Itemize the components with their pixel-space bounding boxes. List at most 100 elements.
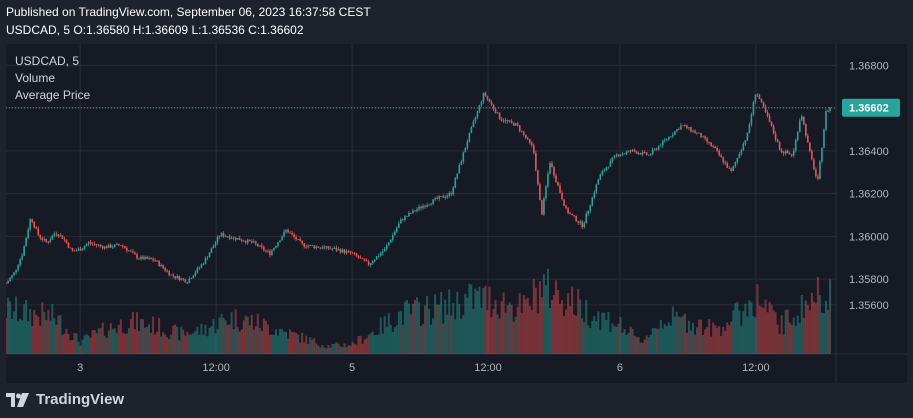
candle-body (623, 153, 626, 155)
volume-bar (327, 345, 330, 354)
volume-bar (166, 337, 169, 354)
volume-bar (307, 343, 310, 354)
volume-bar (59, 314, 62, 354)
volume-bar (492, 309, 495, 354)
price-chart[interactable]: 1.35600 1.35800 1.36000 1.36200 1.36400 1.366… (6, 44, 907, 383)
legend-average-price[interactable]: Average Price (15, 88, 91, 102)
volume-bar (121, 332, 124, 354)
volume-bar (569, 306, 572, 354)
candle-body (710, 142, 712, 146)
volume-bar (365, 338, 368, 354)
candle-body (555, 175, 557, 182)
volume-bar (331, 343, 334, 354)
volume-bar (93, 330, 96, 354)
candle-body (311, 245, 314, 246)
candle-body (307, 245, 310, 247)
volume-bar (204, 324, 207, 354)
volume-bar (696, 327, 699, 354)
candle-body (742, 143, 745, 151)
volume-bar (772, 310, 775, 354)
candle-body (120, 245, 122, 247)
candle-body (700, 132, 702, 138)
volume-bar (520, 312, 523, 354)
candle-body (371, 261, 374, 264)
candle-body (138, 258, 140, 260)
candle-body (134, 252, 136, 255)
volume-bar (438, 304, 441, 354)
candle-body (412, 210, 414, 214)
volume-bar (200, 323, 203, 354)
candle-body (140, 256, 142, 259)
candle-body (198, 267, 201, 269)
time-tick-label: 12:00 (742, 362, 770, 374)
volume-bar (363, 339, 366, 354)
candle-body (400, 219, 402, 224)
legend-volume[interactable]: Volume (15, 71, 56, 85)
price-tick-label: 1.36000 (849, 231, 889, 243)
volume-bar (208, 327, 211, 354)
volume-bar (228, 324, 231, 354)
volume-bar (244, 315, 247, 354)
volume-bar (264, 320, 267, 354)
volume-bar (609, 331, 612, 354)
volume-bar (115, 332, 118, 354)
legend-symbol[interactable]: USDCAD, 5 (15, 54, 80, 68)
volume-bar (109, 323, 112, 354)
candle-body (752, 102, 755, 115)
candle-body (748, 124, 751, 133)
candle-body (91, 243, 94, 245)
volume-bar (508, 302, 511, 354)
candle-body (301, 240, 303, 244)
candle-body (192, 275, 195, 279)
volume-bar (25, 299, 28, 354)
volume-bar (603, 312, 606, 354)
candle-body (75, 250, 78, 252)
volume-bar (806, 305, 809, 354)
volume-bar (367, 334, 370, 354)
volume-bar (45, 320, 48, 354)
candle-body (663, 139, 666, 141)
volume-bar (720, 335, 723, 354)
volume-bar (274, 329, 277, 354)
candle-body (575, 216, 577, 222)
candle-body (581, 221, 583, 227)
candle-body (803, 116, 805, 125)
candle-body (518, 125, 521, 131)
candle-body (750, 114, 753, 125)
volume-bar (649, 334, 652, 354)
volume-bar (802, 317, 805, 354)
tradingview-logo-text[interactable]: TradingView (36, 391, 125, 408)
volume-bar (420, 325, 423, 354)
volume-bar (730, 321, 733, 354)
candle-body (619, 154, 622, 157)
candle-body (281, 236, 283, 241)
volume-bar (599, 329, 602, 354)
volume-bar (268, 334, 271, 354)
volume-bar (589, 328, 592, 354)
candle-body (11, 275, 13, 278)
chart-panel[interactable]: 1.35600 1.35800 1.36000 1.36200 1.36400 1.366… (6, 44, 907, 383)
candle-body (643, 152, 646, 153)
volume-bar (468, 283, 471, 354)
volume-bar (287, 338, 290, 354)
volume-bar (687, 320, 690, 354)
volume-bar (150, 332, 153, 354)
volume-bar (486, 309, 489, 354)
candle-body (271, 250, 273, 255)
candle-body (621, 153, 624, 155)
candle-body (345, 251, 348, 253)
volume-bar (567, 292, 570, 354)
candle-body (303, 243, 305, 247)
candle-body (351, 252, 354, 254)
volume-bar (766, 312, 769, 354)
candle-body (609, 160, 612, 167)
volume-bar (512, 321, 515, 354)
volume-bar (21, 320, 24, 354)
volume-bar (458, 304, 461, 354)
volume-bar (506, 305, 509, 354)
tradingview-logo-icon[interactable] (6, 392, 30, 407)
volume-bar (355, 344, 358, 354)
candle-body (492, 104, 495, 110)
candle-body (242, 240, 245, 242)
volume-bar (426, 296, 429, 354)
